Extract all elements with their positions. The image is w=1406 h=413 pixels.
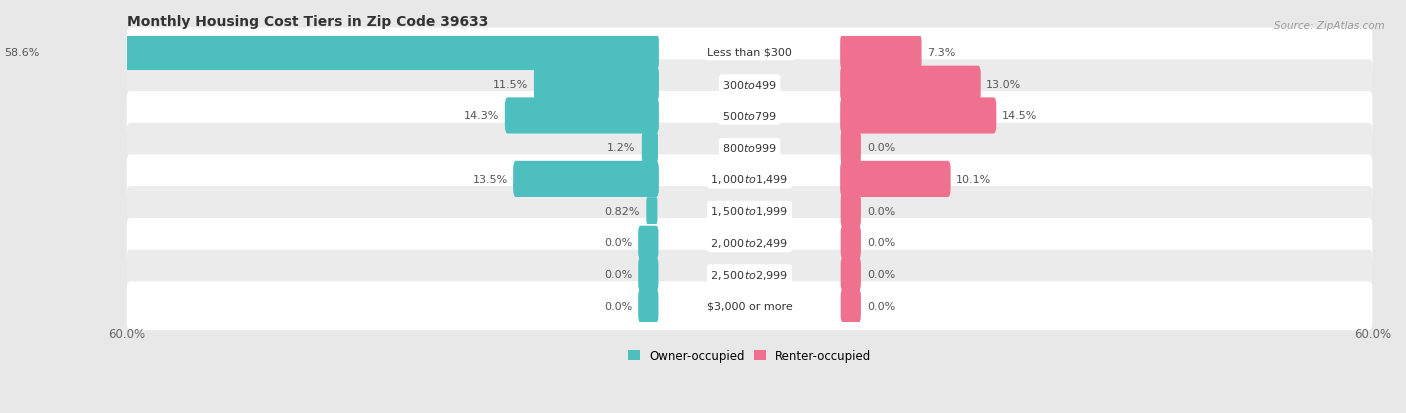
Text: 0.0%: 0.0%	[605, 238, 633, 248]
Text: 0.0%: 0.0%	[605, 269, 633, 280]
Text: 14.3%: 14.3%	[464, 111, 499, 121]
Text: $3,000 or more: $3,000 or more	[707, 301, 793, 311]
FancyBboxPatch shape	[841, 131, 860, 164]
Legend: Owner-occupied, Renter-occupied: Owner-occupied, Renter-occupied	[623, 345, 876, 367]
FancyBboxPatch shape	[127, 155, 1372, 204]
FancyBboxPatch shape	[127, 282, 1372, 330]
Text: 11.5%: 11.5%	[494, 80, 529, 90]
Text: 10.1%: 10.1%	[956, 174, 991, 185]
FancyBboxPatch shape	[841, 195, 860, 228]
FancyBboxPatch shape	[641, 133, 658, 163]
FancyBboxPatch shape	[841, 98, 997, 134]
Text: $2,000 to $2,499: $2,000 to $2,499	[710, 236, 789, 249]
Text: 0.0%: 0.0%	[868, 238, 896, 248]
FancyBboxPatch shape	[127, 187, 1372, 235]
FancyBboxPatch shape	[127, 250, 1372, 299]
Text: Monthly Housing Cost Tiers in Zip Code 39633: Monthly Housing Cost Tiers in Zip Code 3…	[127, 15, 488, 29]
FancyBboxPatch shape	[647, 198, 658, 225]
FancyBboxPatch shape	[127, 123, 1372, 172]
FancyBboxPatch shape	[841, 258, 860, 291]
FancyBboxPatch shape	[505, 98, 659, 134]
Text: 1.2%: 1.2%	[607, 143, 636, 153]
Text: 0.82%: 0.82%	[603, 206, 640, 216]
FancyBboxPatch shape	[638, 290, 658, 323]
Text: 0.0%: 0.0%	[605, 301, 633, 311]
FancyBboxPatch shape	[638, 226, 658, 259]
Text: 58.6%: 58.6%	[4, 48, 39, 58]
FancyBboxPatch shape	[127, 28, 1372, 77]
Text: 0.0%: 0.0%	[868, 301, 896, 311]
FancyBboxPatch shape	[513, 161, 659, 197]
FancyBboxPatch shape	[127, 218, 1372, 267]
Text: $800 to $999: $800 to $999	[723, 142, 778, 154]
FancyBboxPatch shape	[841, 35, 921, 71]
Text: $1,000 to $1,499: $1,000 to $1,499	[710, 173, 789, 186]
Text: 13.0%: 13.0%	[986, 80, 1022, 90]
FancyBboxPatch shape	[841, 290, 860, 323]
Text: 14.5%: 14.5%	[1002, 111, 1038, 121]
Text: $1,500 to $1,999: $1,500 to $1,999	[710, 204, 789, 218]
Text: 13.5%: 13.5%	[472, 174, 508, 185]
Text: $2,500 to $2,999: $2,500 to $2,999	[710, 268, 789, 281]
Text: 0.0%: 0.0%	[868, 143, 896, 153]
FancyBboxPatch shape	[534, 66, 659, 102]
FancyBboxPatch shape	[127, 60, 1372, 109]
Text: Less than $300: Less than $300	[707, 48, 792, 58]
FancyBboxPatch shape	[841, 226, 860, 259]
FancyBboxPatch shape	[841, 161, 950, 197]
FancyBboxPatch shape	[127, 92, 1372, 140]
Text: 7.3%: 7.3%	[927, 48, 956, 58]
Text: 0.0%: 0.0%	[868, 206, 896, 216]
Text: $300 to $499: $300 to $499	[723, 78, 778, 90]
FancyBboxPatch shape	[638, 258, 658, 291]
Text: $500 to $799: $500 to $799	[723, 110, 778, 122]
Text: Source: ZipAtlas.com: Source: ZipAtlas.com	[1274, 21, 1385, 31]
FancyBboxPatch shape	[45, 35, 659, 71]
FancyBboxPatch shape	[841, 66, 981, 102]
Text: 0.0%: 0.0%	[868, 269, 896, 280]
